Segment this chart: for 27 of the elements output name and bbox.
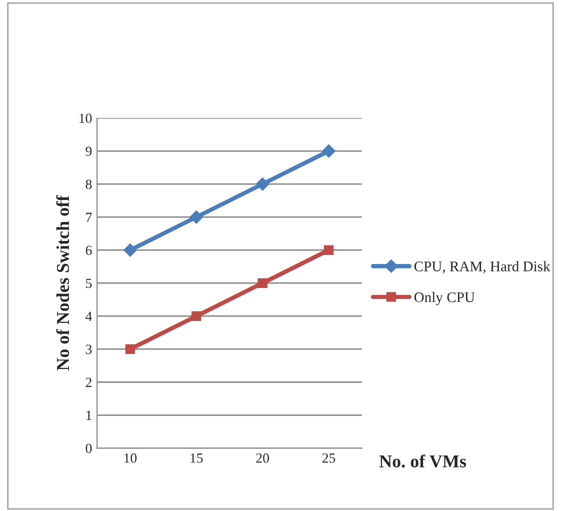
y-tick-label: 4	[86, 312, 92, 321]
y-tick-label: 9	[86, 146, 92, 156]
y-tick-label: 3	[86, 344, 92, 354]
point	[190, 210, 203, 224]
x-axis-title: No. of VMs	[379, 454, 466, 468]
y-tick-label: 8	[86, 180, 92, 190]
point	[124, 243, 137, 257]
point	[324, 245, 334, 255]
point	[191, 311, 202, 321]
y-tick-label: 1	[86, 410, 92, 420]
x-tick-label: 15	[190, 453, 203, 463]
y-tick-label: 5	[86, 278, 92, 288]
y-tick-label: 7	[86, 212, 92, 222]
y-tick-label: 2	[86, 378, 92, 387]
point	[256, 177, 270, 191]
point	[125, 344, 136, 354]
legend-label: Only CPU	[414, 292, 475, 306]
x-tick-label: 25	[322, 453, 336, 463]
y-axis-title: No of Nodes Switch off	[56, 195, 70, 371]
point	[258, 278, 268, 288]
y-tick-label: 6	[86, 246, 92, 256]
y-tick-label: 0	[86, 444, 92, 454]
point	[322, 144, 336, 158]
y-tick-label: 10	[80, 114, 92, 123]
legend-label: CPU, RAM, Hard Disk	[414, 261, 550, 274]
x-tick-label: 10	[124, 453, 137, 463]
x-tick-label: 20	[256, 453, 269, 463]
